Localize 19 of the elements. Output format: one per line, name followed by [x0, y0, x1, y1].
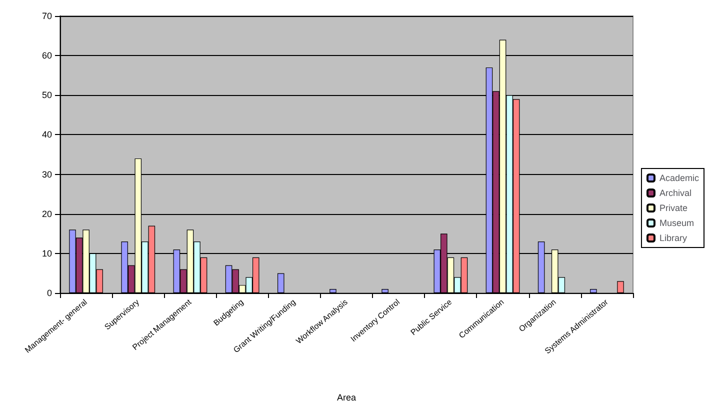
y-tick-label: 30	[42, 169, 52, 180]
y-tick-label: 0	[46, 288, 52, 298]
bar	[617, 281, 624, 293]
y-tick-label: 50	[42, 90, 52, 100]
y-tick-label: 70	[42, 11, 52, 21]
y-tick-label: 10	[42, 248, 52, 258]
legend-label: Library	[659, 233, 688, 243]
y-tick-label: 20	[42, 208, 52, 219]
legend-label: Private	[659, 203, 688, 213]
legend-label: Museum	[659, 218, 694, 228]
bar	[330, 289, 336, 293]
legend-label: Archival	[659, 188, 692, 198]
bar	[590, 289, 597, 293]
bar	[277, 273, 284, 293]
y-tick-label: 40	[42, 130, 52, 140]
x-axis-title: Area	[336, 392, 356, 402]
bar	[382, 289, 388, 293]
legend-label: Academic	[659, 173, 700, 183]
y-tick-label: 60	[42, 50, 52, 61]
